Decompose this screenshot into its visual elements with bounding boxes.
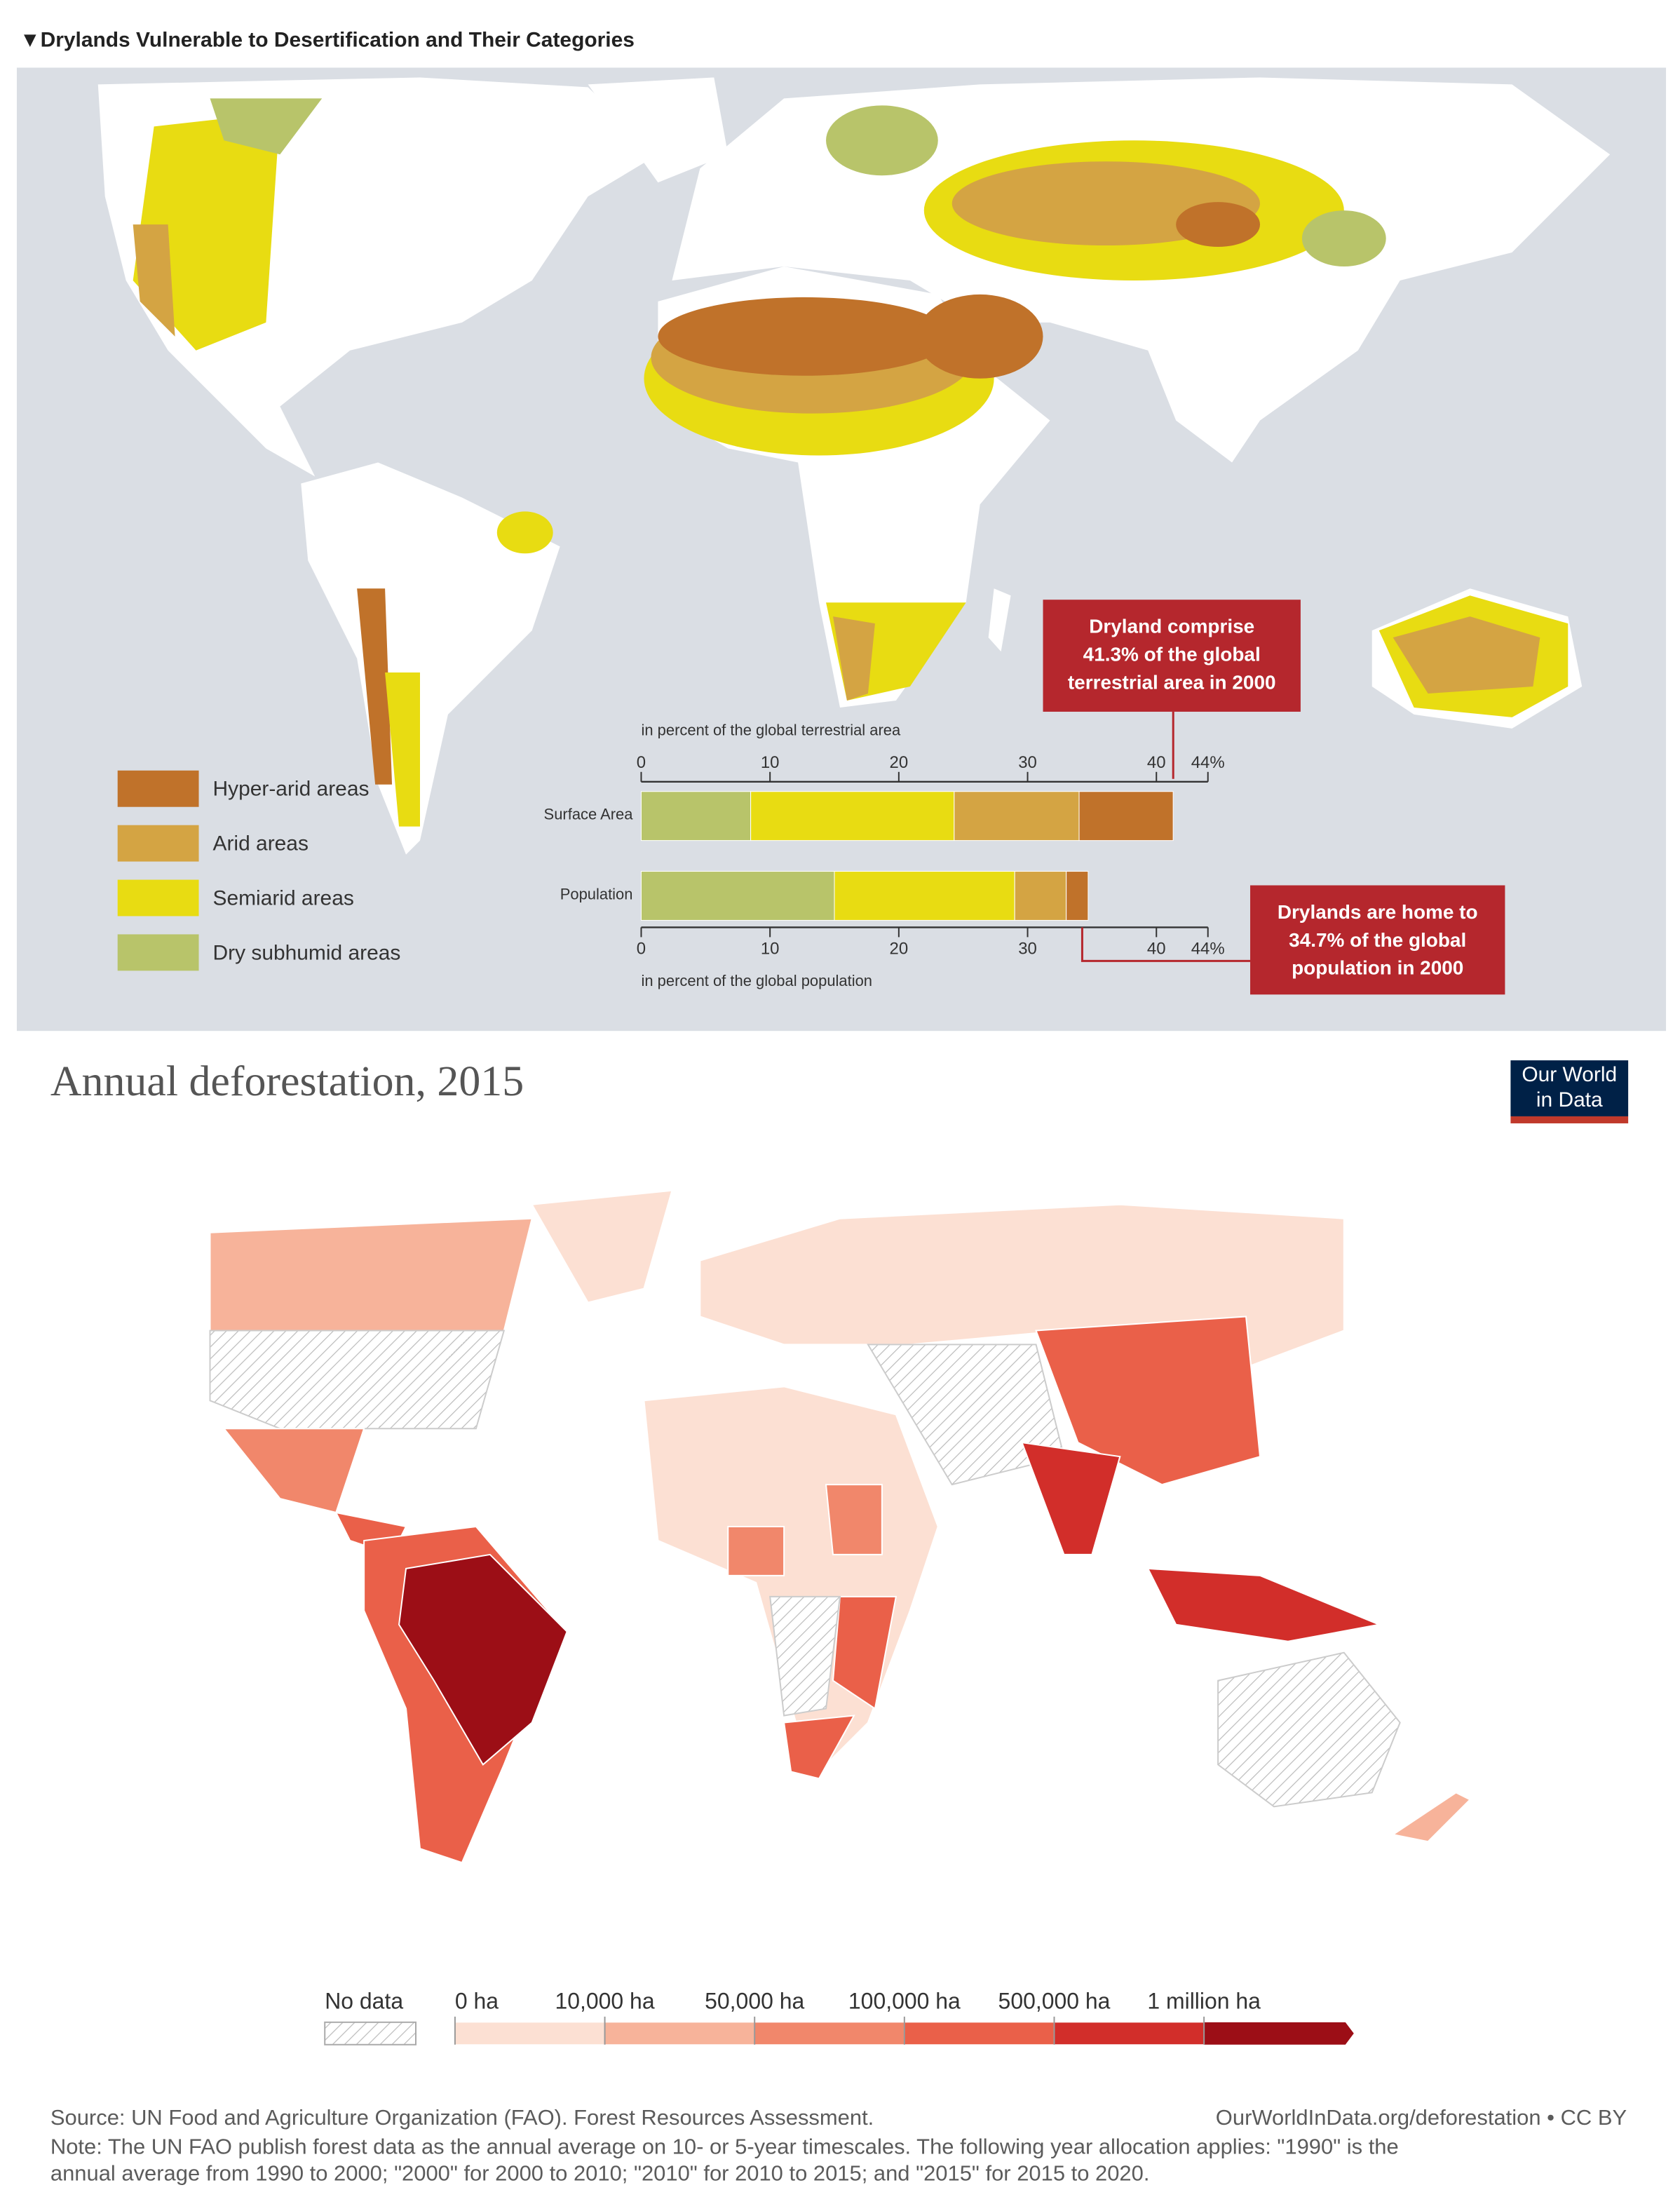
callout-text: population in 2000: [1292, 957, 1463, 979]
callout-text: 34.7% of the global: [1289, 929, 1466, 951]
callout-text: terrestrial area in 2000: [1068, 671, 1276, 693]
tick-label: 0: [637, 753, 646, 772]
legend-swatch: [754, 2022, 905, 2046]
logo: Our World in Data: [1510, 1060, 1629, 1123]
bar-segment: [834, 871, 1015, 921]
legend-label: 500,000 ha: [998, 1988, 1111, 2013]
tick-label: 44%: [1191, 753, 1225, 772]
map-title: ▼Drylands Vulnerable to Desertification …: [20, 28, 635, 51]
legend-swatch: [1204, 2022, 1354, 2045]
legend-label: 10,000 ha: [555, 1988, 655, 2013]
legend-label: Semiarid areas: [212, 886, 353, 910]
axis-label: in percent of the global population: [641, 972, 872, 989]
tick-label: 30: [1018, 940, 1037, 959]
bar-segment: [1078, 791, 1174, 841]
bar-chart: in percent of the global terrestrial are…: [544, 722, 1225, 989]
legend-swatch: [117, 825, 199, 862]
legend-label: 50,000 ha: [705, 1988, 804, 2013]
legend-label: No data: [325, 1988, 403, 2013]
note: Note: The UN FAO publish forest data as …: [50, 2135, 1399, 2159]
legend-label: Dry subhumid areas: [212, 941, 400, 964]
tick-label: 40: [1147, 753, 1166, 772]
legend-swatch: [117, 934, 199, 971]
bar-segment: [1066, 871, 1089, 921]
bar-segment: [1014, 871, 1067, 921]
tick-label: 10: [761, 940, 780, 959]
tick-label: 20: [890, 940, 909, 959]
legend-swatch: [454, 2022, 606, 2046]
legend-label: 0 ha: [455, 1988, 499, 2013]
legend-label: Hyper-arid areas: [212, 778, 369, 801]
logo-text: Our World: [1522, 1063, 1617, 1086]
map-legend: Hyper-arid areas Arid areas Semiarid areas…: [117, 770, 400, 971]
tick-label: 0: [637, 940, 646, 959]
category-label: Population: [560, 885, 633, 902]
bar-segment: [640, 791, 752, 841]
tick-label: 40: [1147, 940, 1166, 959]
legend-swatch: [324, 2021, 417, 2046]
source: Source: UN Food and Agriculture Organiza…: [50, 2105, 874, 2130]
legend-label: 100,000 ha: [848, 1988, 961, 2013]
logo-text: in Data: [1536, 1088, 1603, 1111]
tick-label: 30: [1018, 753, 1037, 772]
color-legend: No data 0 ha 10,000 ha 50,000 ha 100,000 ha 5…: [324, 1988, 1354, 2046]
legend-swatch: [1053, 2022, 1205, 2046]
callout-box: [1043, 600, 1301, 712]
note: annual average from 1990 to 2000; "2000"…: [50, 2161, 1150, 2186]
callout-arrow: [1081, 927, 1251, 962]
chart-title: Annual deforestation, 2015: [50, 1057, 524, 1105]
legend-swatch: [117, 770, 199, 807]
callout-text: 41.3% of the global: [1083, 643, 1261, 665]
tick-label: 20: [890, 753, 909, 772]
category-label: Surface Area: [544, 805, 634, 823]
tick-label: 10: [761, 753, 780, 772]
footer: Source: UN Food and Agriculture Organiza…: [50, 2105, 1627, 2186]
legend-label: 1 million ha: [1147, 1988, 1261, 2013]
legend-label: Arid areas: [212, 832, 308, 856]
bar-segment: [954, 791, 1080, 841]
tick-label: 44%: [1191, 940, 1225, 959]
url: OurWorldInData.org/deforestation • CC BY: [1216, 2105, 1627, 2130]
legend-swatch: [117, 879, 199, 917]
axis-label: in percent of the global terrestrial are…: [641, 722, 901, 739]
deforestation-map: [209, 1189, 1472, 1864]
legend-swatch: [904, 2022, 1055, 2046]
callout-text: Drylands are home to: [1278, 901, 1478, 923]
callouts: Dryland comprise 41.3% of the global terre…: [1043, 600, 1505, 995]
legend-swatch: [604, 2022, 755, 2046]
dryland-map: [16, 67, 1667, 1032]
bar-segment: [640, 871, 835, 921]
bar-segment: [750, 791, 955, 841]
callout-box: [1250, 885, 1505, 995]
callout-text: Dryland comprise: [1089, 616, 1254, 637]
